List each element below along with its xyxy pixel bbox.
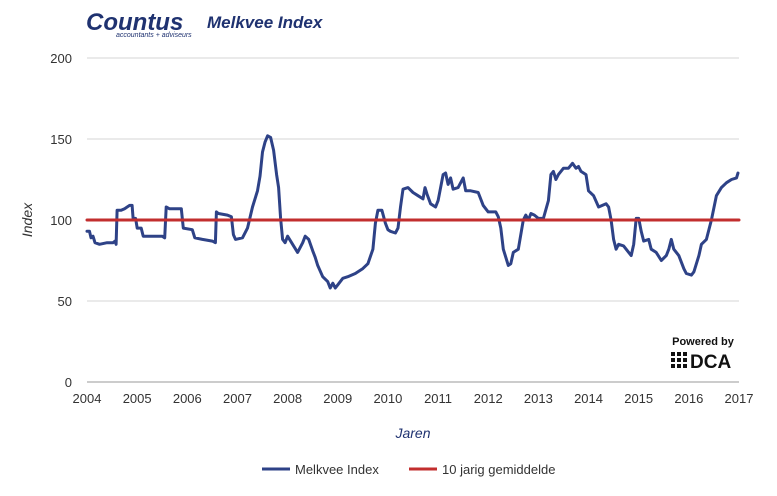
y-tick-label: 150 <box>50 132 72 147</box>
y-tick-label: 200 <box>50 51 72 66</box>
x-tick-label: 2015 <box>624 391 653 406</box>
y-tick-label: 100 <box>50 213 72 228</box>
logo-wordmark: Countus <box>86 9 183 36</box>
y-tick-label: 50 <box>58 294 72 309</box>
dca-grid-icon <box>671 352 687 368</box>
legend: Melkvee Index 10 jarig gemiddelde <box>262 462 555 477</box>
logo-tagline: accountants + adviseurs <box>116 32 192 39</box>
x-tick-label: 2007 <box>223 391 252 406</box>
y-axis-label: Index <box>19 202 35 237</box>
x-tick-label: 2012 <box>474 391 503 406</box>
y-axis-ticks: 0 50 100 150 200 <box>50 51 72 390</box>
x-tick-label: 2004 <box>73 391 102 406</box>
series-line-melkvee-index <box>85 134 740 290</box>
legend-label: Melkvee Index <box>295 462 379 477</box>
y-tick-label: 0 <box>65 375 72 390</box>
legend-label: 10 jarig gemiddelde <box>442 462 555 477</box>
x-tick-label: 2006 <box>173 391 202 406</box>
series-layer <box>85 134 741 290</box>
x-tick-label: 2014 <box>574 391 603 406</box>
dca-wordmark: DCA <box>690 352 731 373</box>
x-axis-label: Jaren <box>394 425 430 441</box>
x-tick-label: 2011 <box>424 391 452 406</box>
x-tick-label: 2013 <box>524 391 553 406</box>
x-tick-label: 2016 <box>674 391 703 406</box>
x-axis-ticks: 2004 2005 2006 2007 2008 2009 2010 2011 2012 2013… <box>73 391 754 406</box>
x-tick-label: 2009 <box>323 391 352 406</box>
x-tick-label: 2010 <box>373 391 402 406</box>
x-tick-label: 2005 <box>123 391 152 406</box>
powered-by-dca-badge: Powered by DCA <box>671 336 735 373</box>
chart-title: Melkvee Index <box>207 13 324 32</box>
powered-by-label: Powered by <box>672 336 735 348</box>
countus-logo: Countus accountants + adviseurs <box>86 9 192 39</box>
x-tick-label: 2017 <box>725 391 754 406</box>
x-tick-label: 2008 <box>273 391 302 406</box>
